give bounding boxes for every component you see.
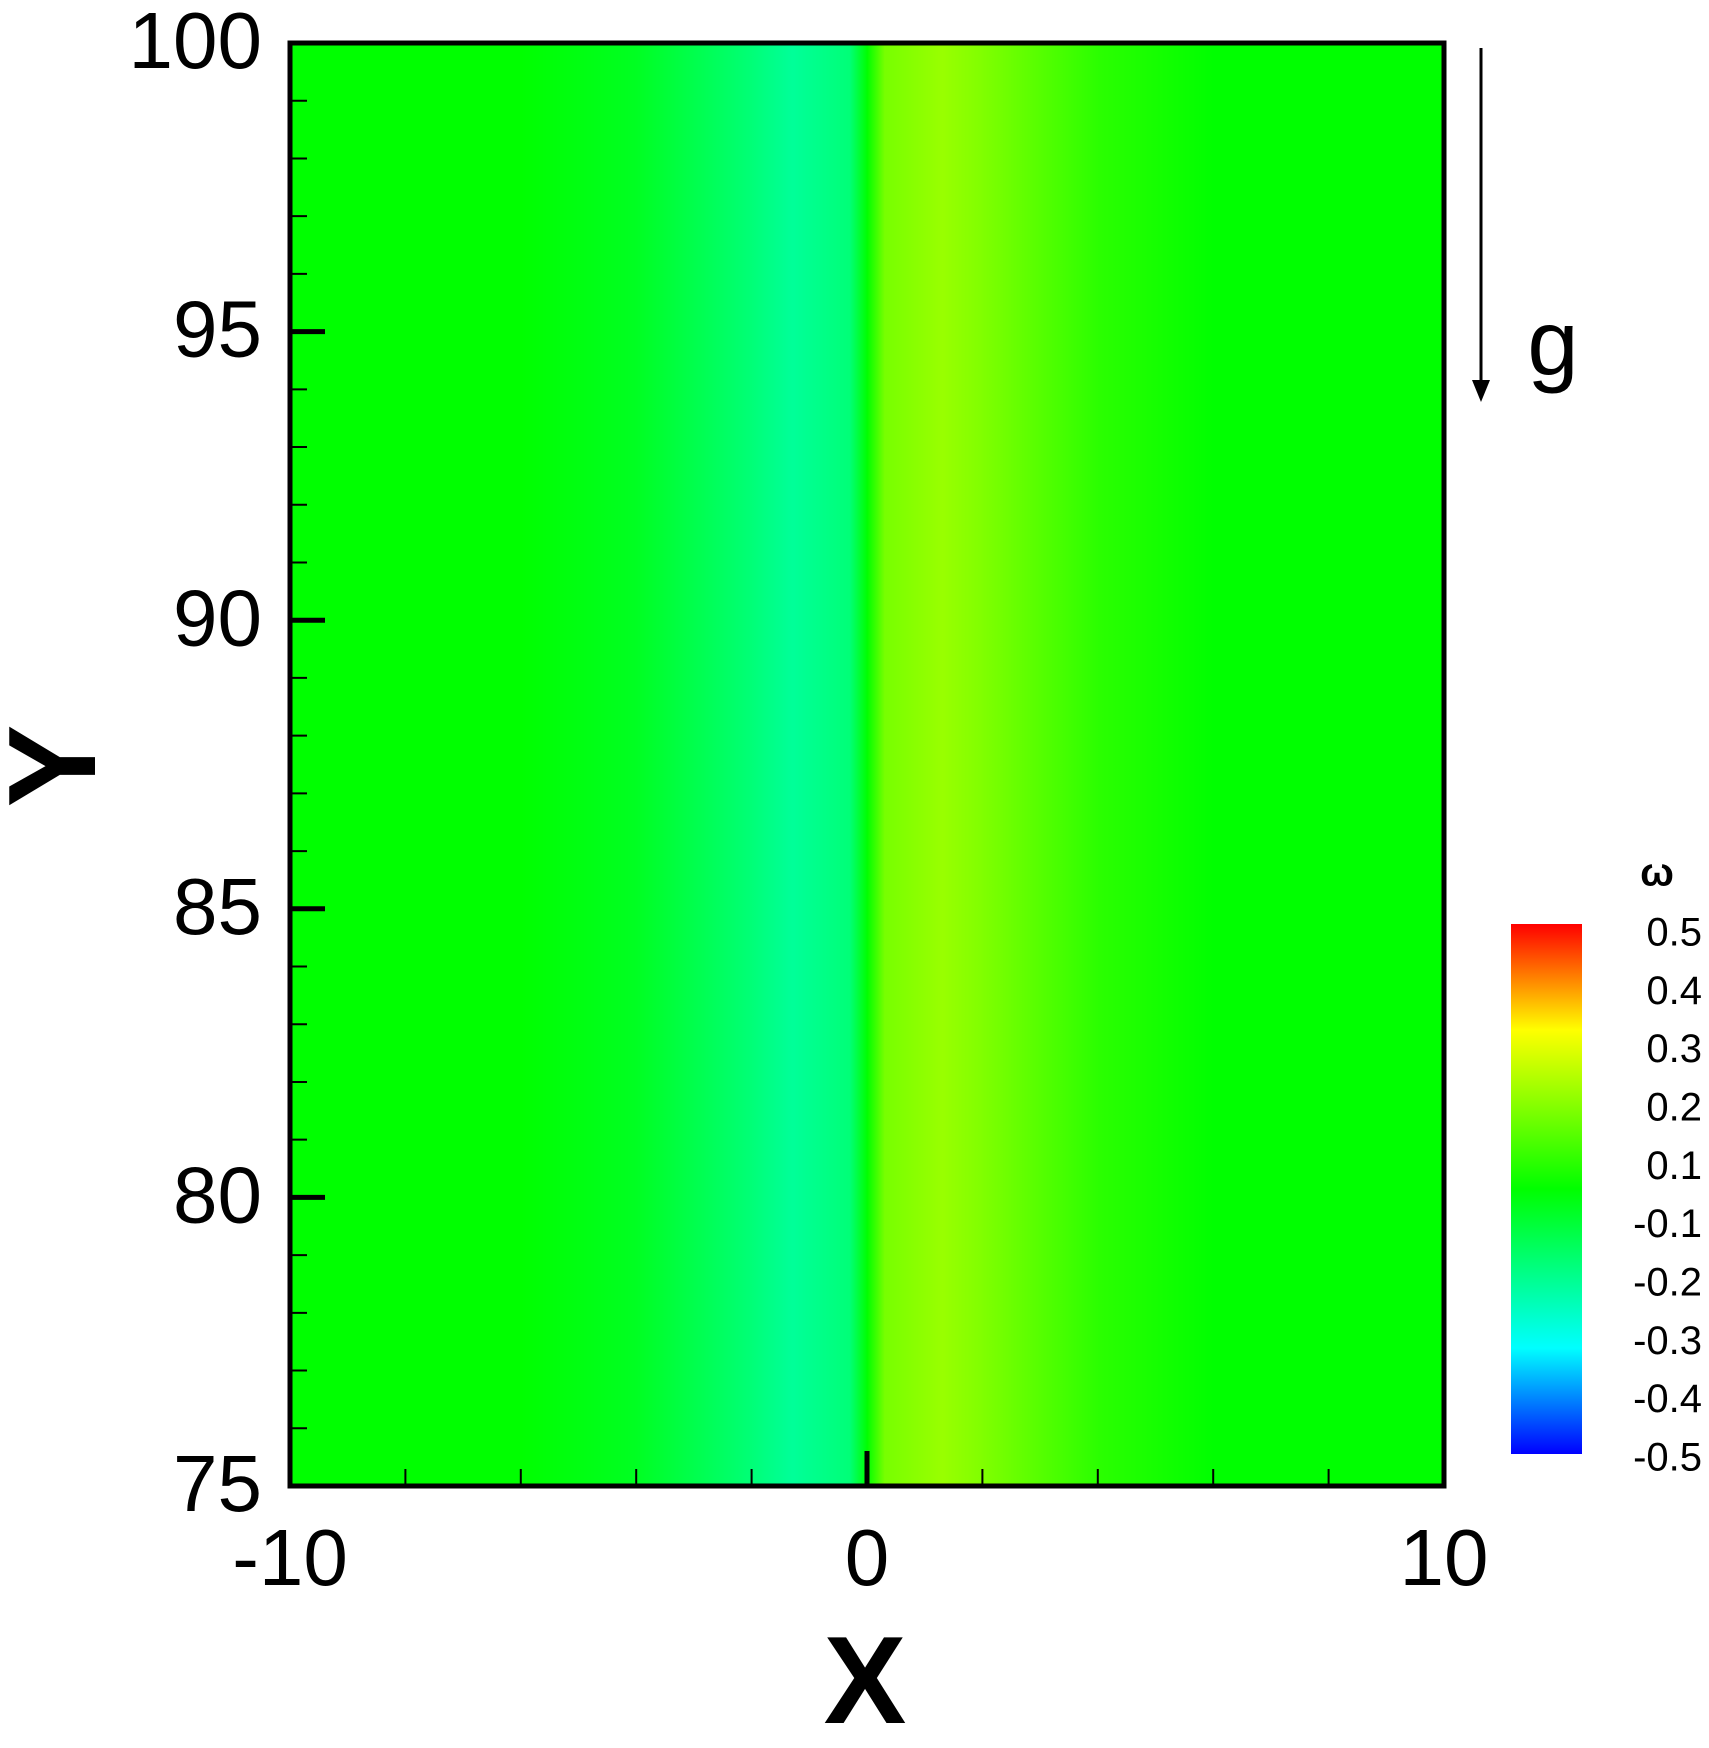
colorbar-label: 0.2 xyxy=(1646,1086,1702,1130)
gravity-label: g xyxy=(1527,292,1578,394)
colorbar-label: 0.3 xyxy=(1646,1027,1702,1071)
colorbar-label: -0.3 xyxy=(1633,1319,1702,1363)
colorbar-label: -0.2 xyxy=(1633,1261,1702,1305)
field-band xyxy=(1213,43,1445,1486)
colorbar-label: 0.5 xyxy=(1646,911,1702,955)
plot-frame xyxy=(287,40,1447,1489)
field-band xyxy=(751,43,793,1486)
field-band xyxy=(636,43,753,1486)
colorbar-label: 0.1 xyxy=(1646,1144,1702,1188)
field-band xyxy=(982,43,1099,1486)
field-band xyxy=(1097,43,1214,1486)
colorbar-label: -0.5 xyxy=(1633,1436,1702,1480)
field-band xyxy=(791,43,851,1486)
y-tick-label: 100 xyxy=(129,0,262,85)
y-tick-label: 95 xyxy=(173,285,262,374)
y-tick-label: 80 xyxy=(173,1151,262,1240)
gravity-arrowhead xyxy=(1472,380,1490,402)
y-tick-label: 90 xyxy=(173,573,262,662)
colorbar-label: -0.4 xyxy=(1633,1377,1702,1421)
x-tick-label: 10 xyxy=(1400,1513,1489,1602)
field-band xyxy=(942,43,983,1486)
colorbar xyxy=(1511,924,1582,1454)
field-band xyxy=(520,43,637,1486)
y-tick-label: 75 xyxy=(173,1439,262,1528)
field-band xyxy=(849,43,868,1486)
field-band xyxy=(884,43,943,1486)
colorbar-label: 0.4 xyxy=(1646,969,1702,1013)
colorbar-label: -0.1 xyxy=(1633,1202,1702,1246)
x-tick-label: 0 xyxy=(845,1513,890,1602)
y-axis-title: Y xyxy=(0,725,122,808)
colorbar-title: ω xyxy=(1640,851,1674,895)
field-band xyxy=(867,43,885,1486)
y-tick-label: 85 xyxy=(173,862,262,951)
x-axis-title: X xyxy=(824,1612,907,1748)
x-tick-label: -10 xyxy=(232,1513,348,1602)
field-band xyxy=(290,43,522,1486)
